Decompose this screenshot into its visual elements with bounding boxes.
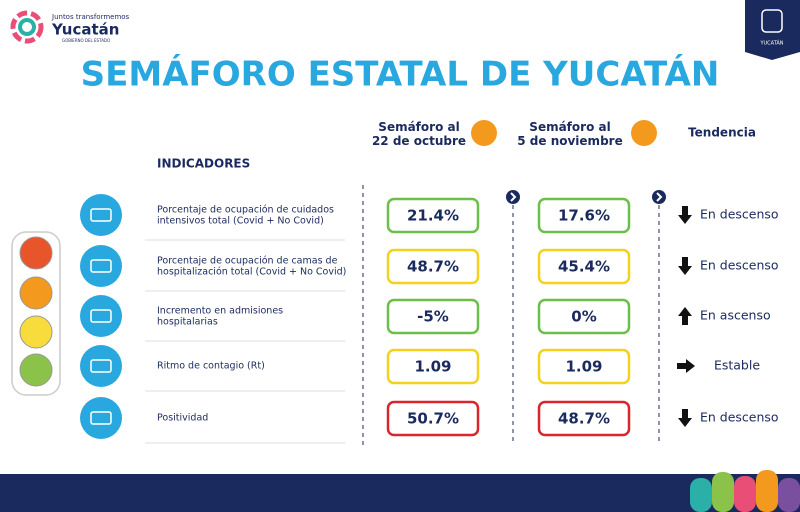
light-orange — [19, 276, 53, 310]
traffic-light-body — [11, 231, 61, 396]
indicator-label: Positividad — [157, 413, 208, 424]
value-box — [386, 248, 480, 285]
value: 21.4% — [407, 207, 459, 225]
indicators-header: INDICADORES — [157, 157, 250, 171]
trend-label: En ascenso — [700, 308, 771, 323]
column-header: Semáforo al 5 de noviembre — [517, 119, 622, 147]
indicator-icon — [80, 345, 122, 387]
arrow-badge — [652, 190, 666, 204]
value-box — [537, 298, 631, 335]
value-box — [386, 400, 480, 437]
text-line: 22 de octubre — [372, 134, 466, 148]
value: 45.4% — [558, 258, 610, 276]
indicator-label: Ritmo de contagio (Rt) — [157, 361, 265, 372]
value: -5% — [417, 308, 449, 326]
emblem — [745, 0, 800, 60]
traffic-light — [11, 231, 61, 396]
value-box — [537, 197, 631, 234]
indicator-label: Porcentaje de ocupación de camas de hospi… — [157, 255, 346, 277]
column-header: Semáforo al 22 de octubre — [372, 119, 466, 147]
footer-decoration — [690, 470, 800, 512]
arrow-badge-icon — [656, 192, 663, 202]
logo-mark — [18, 18, 36, 36]
indicator-icon — [80, 397, 122, 439]
value-box — [537, 248, 631, 285]
status-dot — [471, 120, 497, 146]
title: SEMÁFORO ESTATAL DE YUCATÁN — [81, 54, 720, 95]
value: 50.7% — [407, 410, 459, 428]
trend-label: En descenso — [700, 258, 779, 273]
text-line: hospitalarias — [157, 316, 218, 327]
indicator-icon-glyph — [90, 359, 112, 373]
indicator-icon — [80, 194, 122, 236]
text-line: hospitalización total (Covid + No Covid) — [157, 266, 346, 277]
trend-label: En descenso — [700, 410, 779, 425]
emblem-shield — [761, 9, 783, 33]
footer-shape — [712, 472, 734, 512]
value-box — [386, 348, 480, 385]
logo-mark — [10, 10, 44, 44]
dividers — [362, 185, 660, 445]
trend-arrow — [678, 409, 692, 427]
value: 0% — [571, 308, 596, 326]
text-line: intensivos total (Covid + No Covid) — [157, 215, 324, 226]
value: 48.7% — [558, 410, 610, 428]
emblem-label: YUCATÁN — [759, 40, 783, 47]
value: 48.7% — [407, 258, 459, 276]
trend-label: Estable — [714, 358, 760, 373]
trend-arrow — [678, 257, 692, 275]
logo-tagline: Juntos transformemos — [51, 13, 130, 21]
value-box — [386, 197, 480, 234]
text-line: Incremento en admisiones — [157, 305, 283, 316]
indicator-icon-glyph — [90, 309, 112, 323]
column-header: Tendencia — [688, 126, 756, 140]
footer-shape — [778, 478, 800, 512]
indicator-icon-glyph — [90, 259, 112, 273]
indicator-icon-glyph — [90, 411, 112, 425]
status-dot — [631, 120, 657, 146]
indicator-label: Porcentaje de ocupación de cuidados inten… — [157, 204, 334, 226]
trend-arrow — [677, 359, 695, 373]
text-line: Semáforo al — [529, 119, 610, 133]
footer-shape — [690, 478, 712, 512]
text-line: Semáforo al — [378, 119, 459, 133]
footer-bar — [0, 474, 800, 512]
trend-arrow — [678, 307, 692, 325]
arrow-badges — [506, 190, 666, 204]
text-line: Porcentaje de ocupación de camas de — [157, 255, 338, 266]
light-yellow — [19, 315, 53, 349]
footer-shape — [756, 470, 778, 512]
logo-name: Yucatán — [51, 21, 119, 39]
text-line: Porcentaje de ocupación de cuidados — [157, 204, 334, 215]
logo-sub: GOBIERNO DEL ESTADO — [62, 38, 110, 43]
trend-arrow — [678, 206, 692, 224]
value: 1.09 — [565, 358, 602, 376]
arrow-badge — [506, 190, 520, 204]
indicator-label: Incremento en admisiones hospitalarias — [157, 305, 283, 327]
text-line: 5 de noviembre — [517, 134, 622, 148]
value-box — [537, 400, 631, 437]
value: 1.09 — [414, 358, 451, 376]
arrow-badge-icon — [510, 192, 517, 202]
indicator-icon-glyph — [90, 208, 112, 222]
value-box — [537, 348, 631, 385]
light-red — [19, 236, 53, 270]
indicator-icon — [80, 245, 122, 287]
light-green — [19, 353, 53, 387]
value: 17.6% — [558, 207, 610, 225]
indicator-icon — [80, 295, 122, 337]
logo — [10, 10, 44, 44]
footer-shape — [734, 476, 756, 512]
value-box — [386, 298, 480, 335]
trend-label: En descenso — [700, 207, 779, 222]
